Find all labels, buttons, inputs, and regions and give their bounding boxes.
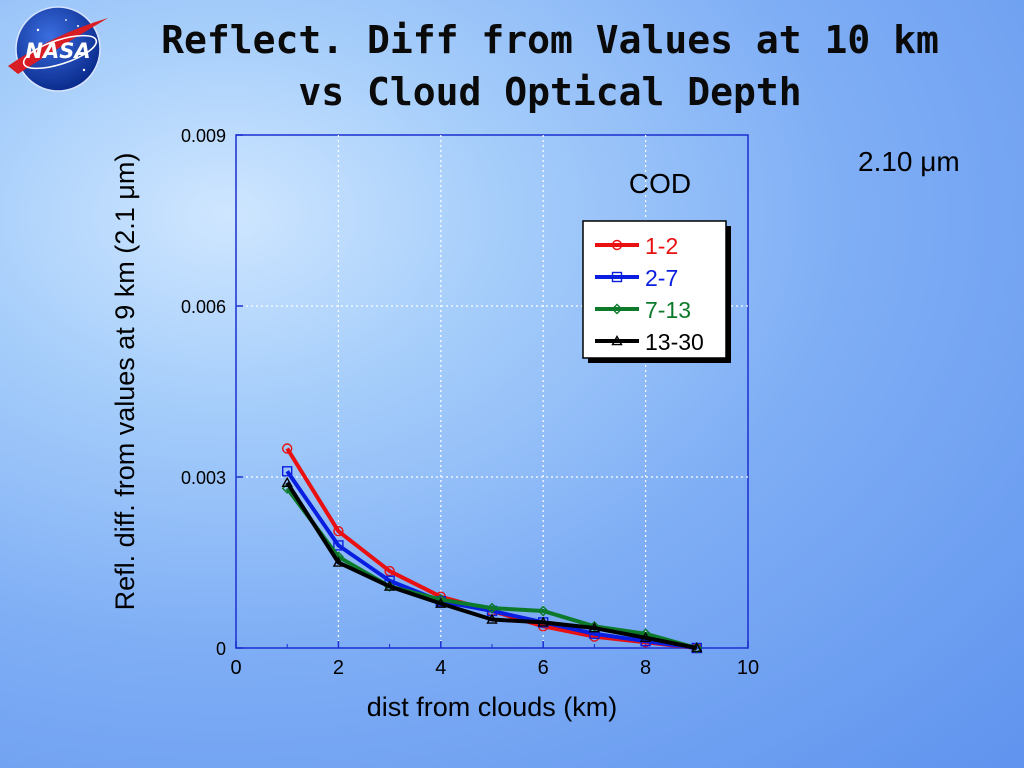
title-line-2: vs Cloud Optical Depth: [298, 70, 802, 114]
x-tick-label: 6: [538, 657, 549, 679]
x-tick-label: 0: [230, 657, 241, 679]
data-point: [588, 620, 600, 632]
legend-entry: 2-7: [645, 265, 678, 291]
series-13-30: [281, 476, 703, 653]
logo-text: NASA: [25, 39, 90, 63]
legend-entry: 13-30: [645, 329, 704, 355]
data-point: [383, 580, 396, 591]
data-point: [486, 602, 498, 614]
data-point: [588, 622, 601, 633]
nasa-logo: NASA: [8, 6, 108, 92]
data-point: [333, 525, 344, 537]
x-tick-label: 10: [737, 657, 759, 679]
data-point: [639, 631, 652, 643]
data-point: [486, 613, 498, 624]
y-tick-label: 0.009: [181, 126, 226, 146]
title-line-1: Reflect. Diff from Values at 10 km: [161, 18, 939, 62]
x-tick-label: 2: [333, 657, 344, 679]
data-point: [282, 466, 293, 477]
slide-title: Reflect. Diff from Values at 10 km vs Cl…: [110, 14, 990, 118]
series-line: [285, 470, 698, 650]
legend-title: COD: [629, 168, 691, 199]
data-point: [611, 271, 623, 283]
wavelength-label: 2.10 μm: [858, 146, 960, 177]
data-point: [691, 642, 703, 653]
y-axis-label: Refl. diff. from values at 9 km (2.1 μm): [110, 153, 140, 611]
data-point: [282, 443, 293, 454]
y-tick-label: 0: [216, 639, 226, 659]
legend-entry: 7-13: [645, 297, 691, 323]
y-tick-label: 0.006: [181, 297, 226, 317]
data-point: [281, 476, 293, 487]
series-line: [285, 487, 698, 650]
data-point: [611, 239, 623, 251]
data-point: [537, 605, 549, 617]
data-point: [333, 540, 344, 551]
x-axis-label: dist from clouds (km): [367, 692, 618, 722]
data-point: [611, 303, 623, 315]
series-7-13: [281, 482, 703, 654]
data-point: [611, 335, 623, 346]
plot-area: [235, 134, 749, 649]
data-point: [332, 556, 345, 567]
y-tick-label: 0.003: [181, 468, 226, 488]
x-tick-label: 4: [435, 657, 446, 679]
legend-entry: 1-2: [645, 233, 678, 259]
data-point: [537, 616, 549, 627]
x-tick-label: 8: [640, 657, 651, 679]
series-line: [285, 481, 698, 650]
data-point: [435, 597, 447, 608]
